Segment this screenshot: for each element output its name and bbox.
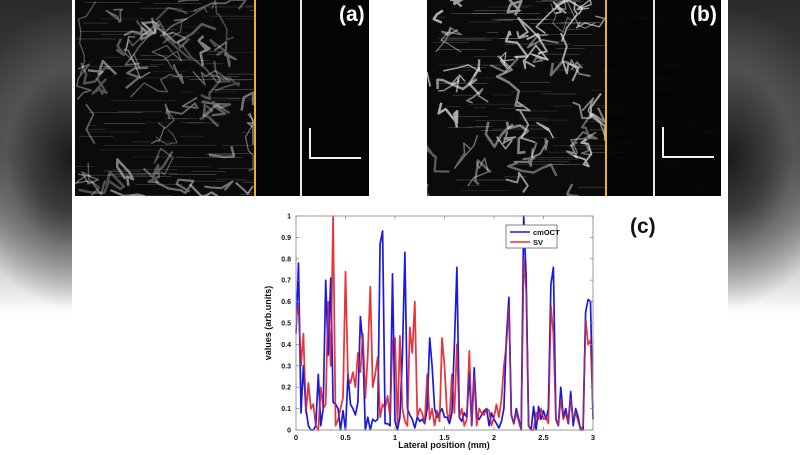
chart-svg: 0 0.5 1 1.5 2 2.5 3 0 0.1 0.2 0.3 0.4 0.5 0.6 0.7 0.8 0.… [263, 214, 595, 451]
y-tick-label: 0.9 [281, 235, 291, 242]
x-tick-label: 2 [492, 433, 496, 442]
x-tick-label: 2.5 [538, 433, 548, 442]
dark-region-a [256, 0, 369, 196]
scale-bar-horizontal-a [309, 157, 361, 159]
x-tick-label: 0.5 [340, 433, 350, 442]
legend-label-cmoct: cmOCT [533, 228, 560, 237]
y-tick-label: 0 [287, 428, 291, 435]
yellow-divider-line-a [254, 0, 256, 196]
y-tick-label: 0.6 [281, 299, 291, 306]
x-axis-label: Lateral position (mm) [398, 440, 490, 450]
image-panel-b: (b) [427, 0, 721, 196]
series-line-sv-overlay [295, 215, 594, 433]
image-panel-a: (a) [75, 0, 369, 196]
panel-label-c: (c) [630, 215, 656, 238]
yellow-divider-line-b [605, 0, 607, 196]
y-tick-label: 0.1 [281, 406, 291, 413]
x-tick-label: 1.5 [439, 433, 449, 442]
dark-region-b [607, 0, 721, 196]
vessel-texture-b [427, 0, 721, 196]
white-divider-line-b [653, 0, 655, 196]
line-chart: 0 0.5 1 1.5 2 2.5 3 0 0.1 0.2 0.3 0.4 0.5 0.6 0.7 0.8 0.… [250, 205, 630, 451]
y-tick-label: 1 [287, 214, 291, 221]
legend: cmOCT SV [505, 224, 560, 249]
x-tick-label: 3 [591, 433, 595, 442]
y-axis-label: values (arb.units) [263, 286, 273, 361]
panel-label-a: (a) [339, 3, 365, 26]
legend-label-sv: SV [533, 238, 543, 247]
scale-bar-vertical-b [662, 127, 664, 158]
scale-bar-vertical-a [309, 128, 311, 159]
y-tick-label: 0.3 [281, 363, 291, 370]
y-tick-label: 0.2 [281, 385, 291, 392]
y-tick-label: 0.5 [281, 321, 291, 328]
y-tick-label: 0.7 [281, 278, 291, 285]
right-background-shadow [728, 0, 800, 450]
white-divider-line-a [300, 0, 302, 196]
x-tick-label: 0 [294, 433, 298, 442]
y-tick-label: 0.4 [281, 342, 291, 349]
x-tick-label: 1 [393, 433, 397, 442]
axis-ticks: 0 0.5 1 1.5 2 2.5 3 0 0.1 0.2 0.3 0.4 0.5 0.6 0.7 0.8 0.… [281, 214, 595, 443]
scale-bar-horizontal-b [662, 156, 714, 158]
panel-label-b: (b) [690, 3, 717, 26]
y-tick-label: 0.8 [281, 256, 291, 263]
left-background-shadow [0, 0, 72, 450]
